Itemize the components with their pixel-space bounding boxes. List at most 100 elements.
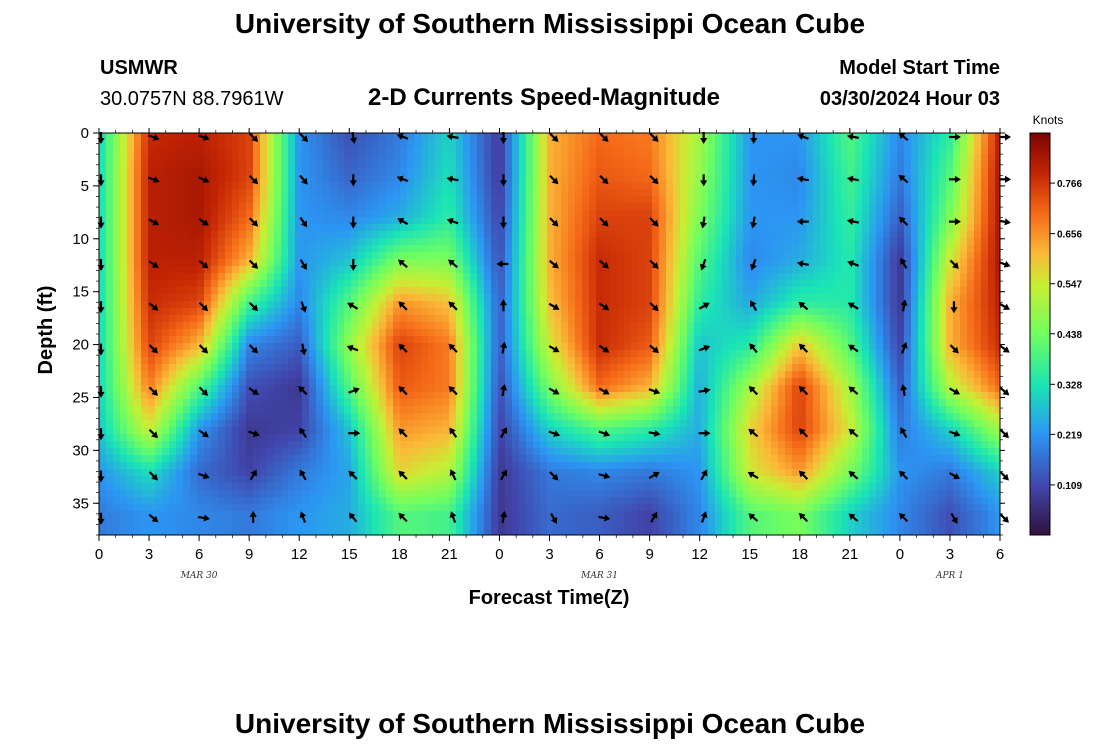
heatmap-cell — [680, 224, 688, 232]
heatmap-cell — [603, 469, 611, 477]
heatmap-cell — [141, 343, 149, 351]
heatmap-cell — [407, 210, 415, 218]
heatmap-cell — [99, 315, 107, 323]
heatmap-cell — [449, 518, 457, 526]
heatmap-cell — [239, 301, 247, 309]
heatmap-cell — [337, 329, 345, 337]
heatmap-cell — [225, 525, 233, 533]
heatmap-cell — [183, 441, 191, 449]
heatmap-cell — [372, 147, 380, 155]
heatmap-cell — [211, 385, 219, 393]
heatmap-cell — [330, 189, 338, 197]
heatmap-cell — [449, 161, 457, 169]
heatmap-cell — [477, 161, 485, 169]
heatmap-cell — [540, 308, 548, 316]
heatmap-cell — [694, 301, 702, 309]
heatmap-cell — [127, 434, 135, 442]
heatmap-cell — [155, 231, 163, 239]
heatmap-cell — [148, 315, 156, 323]
heatmap-cell — [190, 266, 198, 274]
heatmap-cell — [442, 266, 450, 274]
heatmap-cell — [260, 413, 268, 421]
heatmap-cell — [225, 189, 233, 197]
heatmap-cell — [505, 196, 513, 204]
heatmap-cell — [225, 343, 233, 351]
heatmap-cell — [358, 280, 366, 288]
heatmap-cell — [351, 231, 359, 239]
heatmap-cell — [379, 161, 387, 169]
heatmap-cell — [456, 322, 464, 330]
heatmap-cell — [365, 371, 373, 379]
heatmap-cell — [316, 280, 324, 288]
heatmap-cell — [673, 322, 681, 330]
heatmap-cell — [260, 518, 268, 526]
heatmap-cell — [484, 203, 492, 211]
heatmap-cell — [561, 161, 569, 169]
heatmap-cell — [582, 140, 590, 148]
heatmap-cell — [204, 266, 212, 274]
heatmap-cell — [673, 266, 681, 274]
heatmap-cell — [484, 154, 492, 162]
heatmap-cell — [274, 525, 282, 533]
heatmap-cell — [274, 511, 282, 519]
heatmap-cell — [260, 133, 268, 141]
heatmap-cell — [519, 231, 527, 239]
heatmap-cell — [407, 518, 415, 526]
heatmap-cell — [568, 203, 576, 211]
heatmap-cell — [526, 301, 534, 309]
heatmap-cell — [204, 245, 212, 253]
heatmap-cell — [260, 259, 268, 267]
heatmap-cell — [512, 343, 520, 351]
heatmap-cell — [617, 301, 625, 309]
heatmap-cell — [694, 210, 702, 218]
heatmap-cell — [260, 329, 268, 337]
heatmap-cell — [624, 280, 632, 288]
heatmap-cell — [162, 280, 170, 288]
heatmap-cell — [554, 189, 562, 197]
heatmap-cell — [652, 357, 660, 365]
heatmap-cell — [106, 504, 114, 512]
heatmap-cell — [589, 476, 597, 484]
heatmap-cell — [680, 427, 688, 435]
heatmap-cell — [225, 175, 233, 183]
heatmap-cell — [505, 518, 513, 526]
heatmap-cell — [176, 399, 184, 407]
heatmap-cell — [183, 392, 191, 400]
heatmap-cell — [533, 329, 541, 337]
heatmap-cell — [372, 434, 380, 442]
heatmap-cell — [155, 315, 163, 323]
heatmap-cell — [246, 406, 254, 414]
heatmap-cell — [295, 217, 303, 225]
heatmap-cell — [428, 413, 436, 421]
heatmap-cell — [316, 420, 324, 428]
heatmap-cell — [484, 518, 492, 526]
heatmap-cell — [680, 392, 688, 400]
heatmap-cell — [134, 329, 142, 337]
heatmap-cell — [568, 371, 576, 379]
heatmap-cell — [183, 511, 191, 519]
heatmap-cell — [624, 245, 632, 253]
heatmap-cell — [561, 406, 569, 414]
heatmap-cell — [176, 182, 184, 190]
heatmap-cell — [176, 315, 184, 323]
heatmap-cell — [610, 168, 618, 176]
heatmap-cell — [323, 399, 331, 407]
heatmap-cell — [463, 322, 471, 330]
heatmap-cell — [463, 245, 471, 253]
heatmap-cell — [358, 490, 366, 498]
heatmap-cell — [204, 294, 212, 302]
heatmap-cell — [316, 364, 324, 372]
heatmap-cell — [134, 175, 142, 183]
heatmap-cell — [134, 434, 142, 442]
heatmap-cell — [141, 168, 149, 176]
heatmap-cell — [540, 147, 548, 155]
heatmap-cell — [358, 448, 366, 456]
heatmap-cell — [218, 448, 226, 456]
heatmap-cell — [666, 140, 674, 148]
heatmap-cell — [400, 322, 408, 330]
heatmap-cell — [596, 182, 604, 190]
heatmap-cell — [652, 497, 660, 505]
heatmap-cell — [694, 399, 702, 407]
heatmap-cell — [148, 476, 156, 484]
heatmap-cell — [358, 469, 366, 477]
